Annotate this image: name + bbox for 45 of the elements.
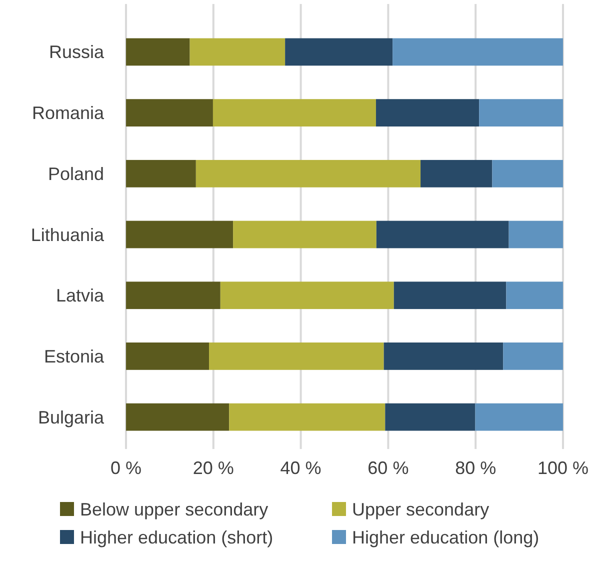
bar bbox=[385, 403, 476, 431]
bar bbox=[220, 282, 394, 310]
bar bbox=[126, 220, 234, 248]
legend-label: Higher education (long) bbox=[352, 527, 540, 548]
y-tick-label: Romania bbox=[32, 103, 105, 124]
bar bbox=[420, 160, 492, 188]
y-tick-label: Lithuania bbox=[30, 224, 105, 245]
bar bbox=[475, 403, 563, 431]
bar bbox=[376, 220, 509, 248]
y-tick-label: Bulgaria bbox=[38, 407, 105, 428]
y-tick-label: Poland bbox=[48, 164, 104, 184]
bar bbox=[508, 220, 563, 248]
x-tick-label: 60 % bbox=[368, 458, 409, 478]
bar bbox=[190, 38, 286, 66]
bar bbox=[503, 342, 563, 370]
legend-label: Higher education (short) bbox=[80, 527, 274, 548]
bar bbox=[196, 160, 421, 188]
bar bbox=[126, 99, 213, 126]
bar bbox=[126, 38, 190, 66]
legend-label: Upper secondary bbox=[352, 499, 490, 520]
y-tick-label: Russia bbox=[48, 42, 105, 62]
bar bbox=[394, 282, 506, 310]
bar bbox=[479, 99, 563, 126]
bar bbox=[392, 38, 563, 66]
x-tick-label: 0 % bbox=[110, 458, 142, 478]
bar bbox=[233, 220, 376, 248]
x-tick-label: 100 % bbox=[537, 458, 589, 478]
x-tick-label: 20 % bbox=[192, 458, 234, 478]
bar bbox=[126, 342, 210, 370]
bar bbox=[229, 403, 386, 431]
bar bbox=[506, 282, 563, 310]
bar bbox=[126, 160, 196, 188]
x-tick-label: 80 % bbox=[455, 458, 496, 478]
bar bbox=[212, 99, 376, 126]
bar bbox=[492, 160, 563, 188]
y-tick-label: Latvia bbox=[56, 286, 105, 306]
bar bbox=[209, 342, 384, 370]
y-tick-label: Estonia bbox=[44, 346, 105, 366]
bar bbox=[126, 403, 230, 431]
bar bbox=[384, 342, 504, 370]
legend-label: Below upper secondary bbox=[80, 499, 268, 520]
bar bbox=[126, 282, 220, 310]
bar bbox=[376, 99, 480, 126]
bar bbox=[285, 38, 393, 66]
x-tick-label: 40 % bbox=[280, 458, 322, 478]
